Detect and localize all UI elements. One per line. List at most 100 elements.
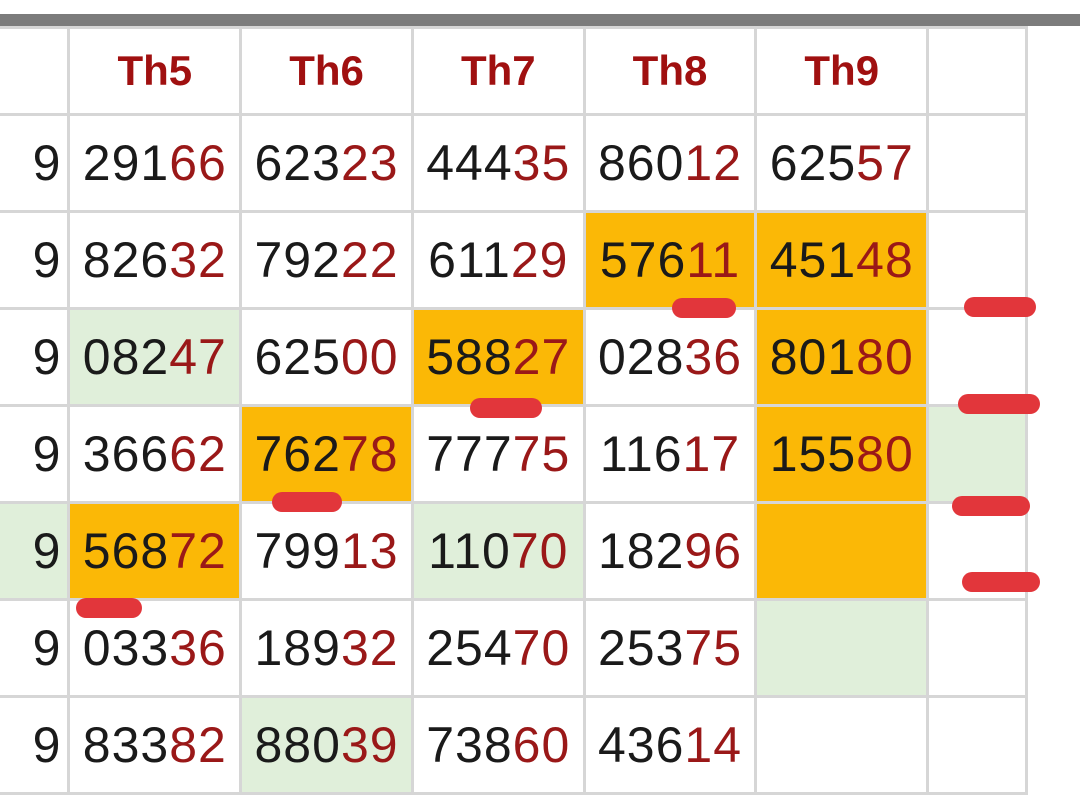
header-next bbox=[926, 26, 1028, 116]
table-row: 9 08247 62500 58827 02836 80180 bbox=[0, 307, 1028, 407]
result-cell bbox=[754, 695, 930, 795]
number-tail: 57 bbox=[856, 135, 914, 191]
result-cell: 62323 bbox=[239, 113, 414, 213]
pen-mark bbox=[964, 297, 1036, 317]
number-head: 625 bbox=[254, 329, 341, 385]
number-head: 110 bbox=[428, 523, 511, 579]
number-tail: 32 bbox=[340, 620, 399, 676]
result-cell: 11070 bbox=[410, 501, 586, 601]
number-head: 623 bbox=[254, 135, 341, 191]
pen-mark bbox=[962, 572, 1040, 592]
row-lead-cell: 9 bbox=[0, 501, 71, 601]
table-row: 9 03336 18932 25470 25375 bbox=[0, 598, 1028, 698]
result-cell: 56872 bbox=[67, 501, 243, 601]
number-head: 082 bbox=[82, 329, 170, 385]
result-cell: 79222 bbox=[239, 210, 414, 310]
result-cell bbox=[754, 501, 930, 601]
result-cell: 44435 bbox=[410, 113, 586, 213]
number-tail: 80 bbox=[856, 329, 914, 385]
number-tail: 32 bbox=[169, 232, 227, 288]
header-th7: Th7 bbox=[410, 26, 586, 116]
result-cell: 76278 bbox=[239, 404, 414, 504]
header-lead bbox=[0, 26, 71, 116]
number-tail: 11 bbox=[686, 232, 741, 288]
number-tail: 17 bbox=[682, 426, 741, 482]
result-cell bbox=[926, 307, 1028, 407]
header-th9: Th9 bbox=[754, 26, 930, 116]
result-cell: 77775 bbox=[410, 404, 586, 504]
result-cell: 43614 bbox=[582, 695, 758, 795]
result-cell: 45148 bbox=[754, 210, 930, 310]
result-cell: 02836 bbox=[582, 307, 758, 407]
result-cell bbox=[926, 210, 1028, 310]
number-tail: 35 bbox=[512, 135, 571, 191]
table-row: 9 83382 88039 73860 43614 bbox=[0, 695, 1028, 795]
row-lead-cell: 9 bbox=[0, 598, 71, 698]
row-lead-cell: 9 bbox=[0, 210, 71, 310]
number-head: 792 bbox=[254, 232, 341, 288]
result-cell bbox=[926, 113, 1028, 213]
result-cell: 82632 bbox=[67, 210, 243, 310]
result-cell: 18932 bbox=[239, 598, 414, 698]
number-head: 254 bbox=[426, 620, 513, 676]
number-tail: 66 bbox=[169, 135, 227, 191]
pen-mark bbox=[470, 398, 542, 418]
table-row: 9 36662 76278 77775 11617 15580 bbox=[0, 404, 1028, 504]
number-head: 826 bbox=[82, 232, 170, 288]
number-tail: 80 bbox=[856, 426, 914, 482]
header-row: Th5 Th6 Th7 Th8 Th9 bbox=[0, 26, 1028, 116]
result-cell: 79913 bbox=[239, 501, 414, 601]
result-cell: 15580 bbox=[754, 404, 930, 504]
number-tail: 96 bbox=[684, 523, 743, 579]
number-head: 762 bbox=[254, 426, 341, 482]
pen-mark bbox=[76, 598, 142, 618]
number-tail: 78 bbox=[340, 426, 399, 482]
number-head: 182 bbox=[597, 523, 685, 579]
number-tail: 75 bbox=[512, 426, 571, 482]
number-tail: 22 bbox=[340, 232, 399, 288]
result-cell: 83382 bbox=[67, 695, 243, 795]
number-head: 436 bbox=[597, 717, 685, 773]
number-tail: 29 bbox=[510, 232, 569, 288]
number-tail: 39 bbox=[340, 717, 399, 773]
number-head: 801 bbox=[769, 329, 857, 385]
result-cell: 29166 bbox=[67, 113, 243, 213]
result-cell: 61129 bbox=[410, 210, 586, 310]
number-tail: 36 bbox=[684, 329, 743, 385]
number-tail: 70 bbox=[512, 620, 571, 676]
number-head: 799 bbox=[254, 523, 341, 579]
number-head: 291 bbox=[82, 135, 170, 191]
result-cell: 73860 bbox=[410, 695, 586, 795]
result-cell bbox=[926, 695, 1028, 795]
number-head: 588 bbox=[426, 329, 513, 385]
number-tail: 48 bbox=[856, 232, 914, 288]
result-cell: 86012 bbox=[582, 113, 758, 213]
result-cell: 80180 bbox=[754, 307, 930, 407]
number-head: 611 bbox=[428, 232, 511, 288]
number-head: 028 bbox=[597, 329, 685, 385]
row-lead-cell: 9 bbox=[0, 695, 71, 795]
pen-mark bbox=[272, 492, 342, 512]
number-head: 777 bbox=[426, 426, 513, 482]
number-tail: 82 bbox=[169, 717, 227, 773]
header-th8: Th8 bbox=[582, 26, 758, 116]
pen-mark bbox=[952, 496, 1030, 516]
result-cell: 62500 bbox=[239, 307, 414, 407]
number-tail: 60 bbox=[512, 717, 571, 773]
number-tail: 70 bbox=[510, 523, 569, 579]
number-head: 833 bbox=[82, 717, 170, 773]
row-lead-cell: 9 bbox=[0, 404, 71, 504]
number-tail: 23 bbox=[340, 135, 399, 191]
result-cell: 36662 bbox=[67, 404, 243, 504]
pen-mark bbox=[958, 394, 1040, 414]
number-head: 568 bbox=[82, 523, 170, 579]
number-tail: 62 bbox=[169, 426, 227, 482]
header-th5: Th5 bbox=[67, 26, 243, 116]
row-lead-cell: 9 bbox=[0, 113, 71, 213]
table-row: 9 29166 62323 44435 86012 62557 bbox=[0, 113, 1028, 213]
result-cell: 57611 bbox=[582, 210, 758, 310]
number-head: 860 bbox=[597, 135, 685, 191]
number-head: 155 bbox=[769, 426, 857, 482]
result-cell: 62557 bbox=[754, 113, 930, 213]
number-head: 033 bbox=[82, 620, 170, 676]
